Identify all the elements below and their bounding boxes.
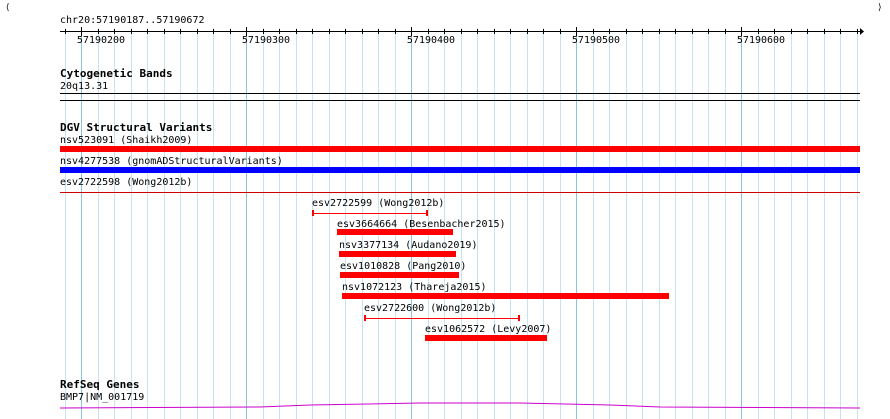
dgv-feature-bar xyxy=(425,335,547,341)
dgv-feature-label[interactable]: nsv1072123 (Thareja2015) xyxy=(342,282,487,293)
dgv-feature-label[interactable]: esv2722598 (Wong2012b) xyxy=(60,177,193,188)
dgv-feature-label[interactable]: esv1062572 (Levy2007) xyxy=(425,324,552,335)
ruler-tick-label: 57190500 xyxy=(571,35,621,46)
dgv-feature-bar xyxy=(342,293,669,299)
ruler-tick-label: 57190200 xyxy=(76,35,126,46)
dgv-feature-bar xyxy=(339,251,456,257)
track-title-cytoband[interactable]: Cytogenetic Bands xyxy=(60,67,173,80)
dgv-feature-bar xyxy=(60,146,860,152)
cytoband-line-top xyxy=(60,93,860,94)
dgv-feature-label[interactable]: nsv4277538 (gnomADStructuralVariants) xyxy=(60,156,283,167)
dgv-feature-label[interactable]: esv2722600 (Wong2012b) xyxy=(364,303,497,314)
dgv-feature-endcap xyxy=(364,315,366,321)
dgv-feature-bar xyxy=(340,272,459,278)
dgv-feature-bar xyxy=(337,229,453,235)
dgv-feature-bar xyxy=(60,167,860,173)
refseq-gene-label: BMP7|NM_001719 xyxy=(60,392,145,403)
location-readout: chr20:57190187..57190672 xyxy=(60,15,205,26)
dgv-feature-label[interactable]: esv1010828 (Pang2010) xyxy=(340,261,467,272)
scroll-right-icon[interactable]: ⟩ xyxy=(877,3,883,13)
scroll-left-icon[interactable]: ⟨ xyxy=(5,3,11,13)
track-title-refseq[interactable]: RefSeq Genes xyxy=(60,378,140,391)
dgv-feature-endcap xyxy=(518,315,520,321)
dgv-feature-label[interactable]: nsv3377134 (Audano2019) xyxy=(339,240,478,251)
cytoband-label: 20q13.31 xyxy=(60,81,109,92)
track-title-dgv[interactable]: DGV Structural Variants xyxy=(60,121,213,134)
ruler-arrow-icon xyxy=(860,28,864,35)
ruler-tick-label: 57190300 xyxy=(241,35,291,46)
cytoband-line-bottom xyxy=(60,100,860,101)
ruler-tick-label: 57190600 xyxy=(736,35,786,46)
refseq-gene-line xyxy=(59,402,861,409)
dgv-feature-endcap xyxy=(426,210,428,216)
dgv-feature-label[interactable]: esv3664664 (Besenbacher2015) xyxy=(337,219,506,230)
dgv-feature-label[interactable]: nsv523091 (Shaikh2009) xyxy=(60,135,193,146)
dgv-feature-label[interactable]: esv2722599 (Wong2012b) xyxy=(312,198,445,209)
ruler-tick-label: 57190400 xyxy=(406,35,456,46)
dgv-feature-endcap xyxy=(312,210,314,216)
